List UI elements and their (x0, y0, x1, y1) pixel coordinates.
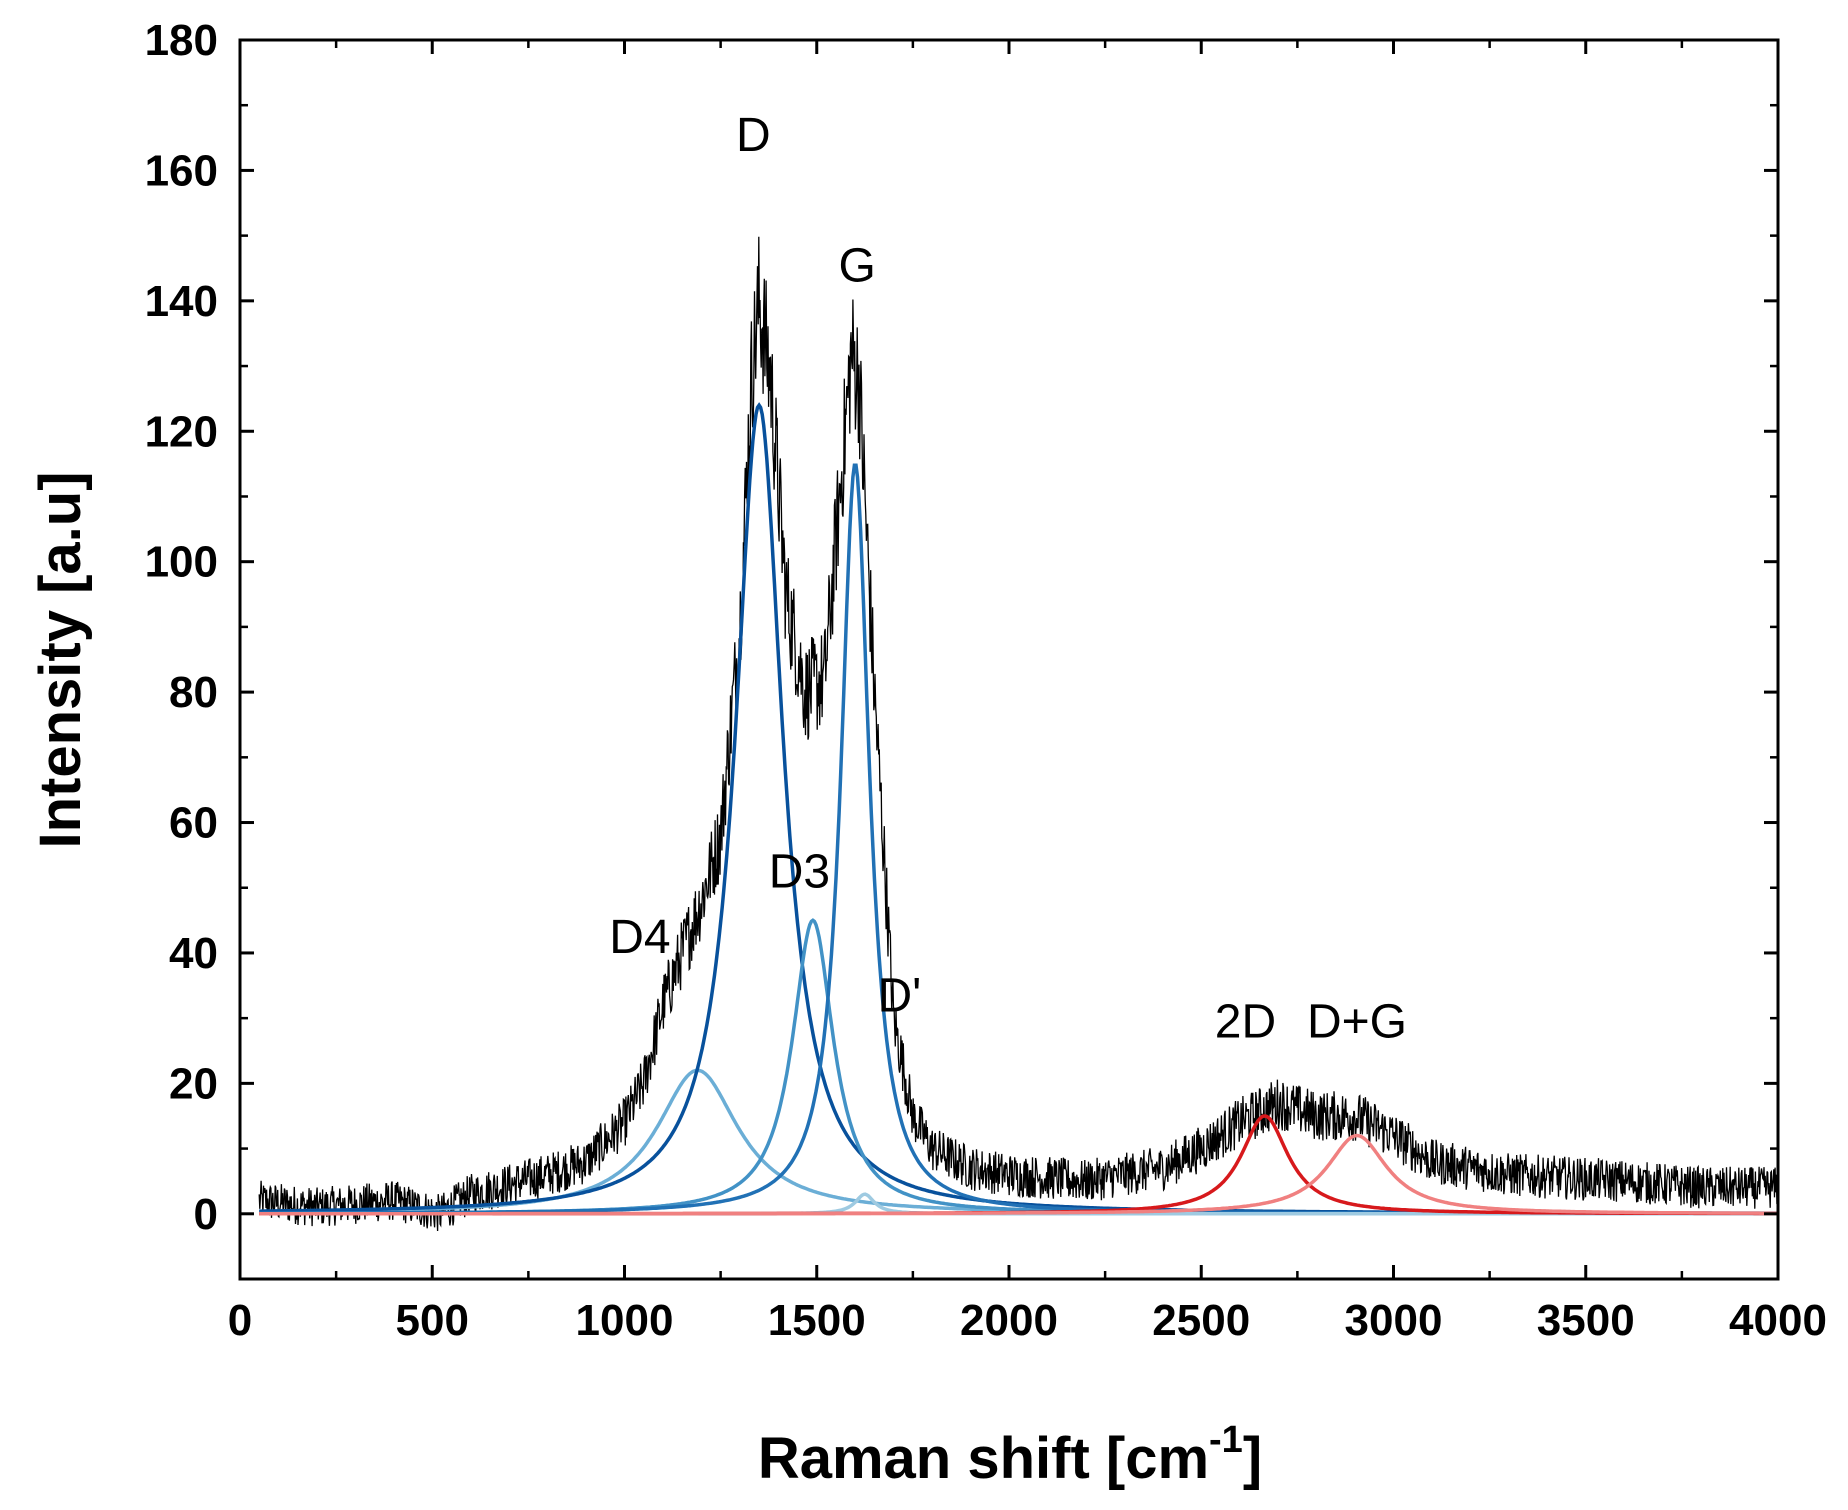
y-tick-label: 40 (169, 929, 218, 978)
plot-marks (258, 236, 1779, 1232)
peak-label: D3 (769, 846, 830, 899)
x-tick-label: 0 (228, 1296, 252, 1345)
peak-label: D (736, 109, 771, 162)
peak-label: G (838, 239, 875, 292)
fit-component-dplusg (259, 1133, 1778, 1216)
x-axis-title-main: Raman shift [cm (758, 1426, 1209, 1491)
peak-label: D+G (1307, 996, 1407, 1049)
x-tick-label: 2500 (1152, 1296, 1250, 1345)
y-tick-label: 0 (194, 1190, 218, 1239)
spectrum-line (258, 236, 1779, 1232)
peak-annotations: D G D3 D4 D' 2D D+G (609, 109, 1407, 1049)
y-axis-title: Intensity [a.u] (28, 471, 93, 848)
tick-labels: 0 500 1000 1500 2000 2500 3000 3500 4000 0 20 40 60 8… (145, 16, 1827, 1345)
y-tick-label: 180 (145, 16, 218, 65)
y-tick-label: 120 (145, 407, 218, 456)
x-tick-label: 500 (396, 1296, 469, 1345)
x-tick-label: 2000 (960, 1296, 1058, 1345)
x-tick-label: 1000 (576, 1296, 674, 1345)
fit-component-d3 (259, 918, 1778, 1216)
x-tick-label: 1500 (768, 1296, 866, 1345)
peak-label: D' (878, 970, 922, 1023)
y-tick-label: 140 (145, 277, 218, 326)
x-axis-title-superscript: -1 (1209, 1419, 1243, 1461)
x-axis-title-end: ] (1243, 1426, 1262, 1491)
y-tick-label: 80 (169, 668, 218, 717)
x-tick-label: 3500 (1537, 1296, 1635, 1345)
plot-frame (238, 38, 1780, 1281)
fit-component-d (259, 402, 1778, 1215)
axis-ticks (238, 38, 1780, 1281)
peak-label: 2D (1215, 996, 1276, 1049)
x-tick-label: 4000 (1729, 1296, 1827, 1345)
y-tick-label: 100 (145, 538, 218, 587)
x-tick-label: 3000 (1345, 1296, 1443, 1345)
y-tick-label: 160 (145, 146, 218, 195)
fit-component-g (259, 463, 1778, 1216)
y-tick-label: 20 (169, 1059, 218, 1108)
x-axis-title: Raman shift [cm-1] (758, 1419, 1262, 1491)
peak-label: D4 (609, 911, 670, 964)
y-tick-label: 60 (169, 799, 218, 848)
